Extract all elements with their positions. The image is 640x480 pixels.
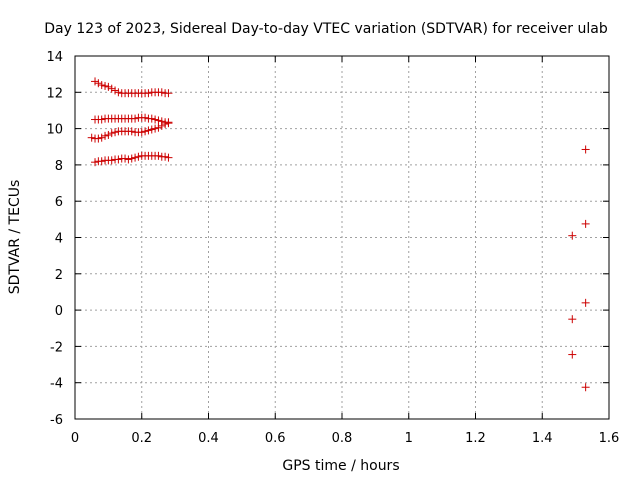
data-point [94,134,103,143]
x-tick-label: 0.8 [332,431,353,446]
data-point [104,130,113,139]
data-point [94,79,103,88]
data-point [568,350,577,359]
data-point [107,129,116,138]
x-tick-label: 0.4 [198,431,219,446]
data-point [161,152,170,161]
x-tick-label: 1.6 [599,431,620,446]
data-point [144,89,153,98]
x-tick-label: 0.6 [265,431,286,446]
data-point [151,124,160,133]
data-point [137,128,146,137]
data-point [581,298,590,307]
y-tick-label: -2 [50,340,63,355]
data-point [97,115,106,124]
data-point [131,114,140,123]
data-point [121,154,130,163]
data-points [87,77,590,392]
data-point [164,89,173,98]
data-point [154,123,163,132]
data-point [147,114,156,123]
data-point [154,151,163,160]
data-point [157,88,166,97]
y-tick-labels: -6 -4 -2 0 2 4 6 8 10 12 14 [46,50,63,428]
data-point [164,153,173,162]
data-point [568,231,577,240]
data-point [134,152,143,161]
data-point [101,81,110,90]
data-point [87,133,96,142]
data-point [97,133,106,142]
chart-title: Day 123 of 2023, Sidereal Day-to-day VTE… [44,21,608,37]
data-point [104,82,113,91]
y-tick-label: -4 [50,377,63,392]
data-point [107,156,116,165]
data-point [127,127,136,136]
data-point [568,315,577,324]
y-tick-label: -6 [50,413,63,428]
data-point [91,77,100,86]
data-point [107,84,116,93]
grid-lines [75,56,609,419]
y-tick-label: 12 [46,86,63,101]
y-tick-label: 0 [55,304,63,319]
data-point [127,154,136,163]
y-tick-label: 10 [46,123,63,138]
data-point [114,155,123,164]
data-point [97,157,106,166]
data-point [157,121,166,130]
data-point [111,86,120,95]
x-tick-label: 1 [405,431,413,446]
y-tick-label: 6 [55,195,63,210]
data-point [111,128,120,137]
data-point [147,125,156,134]
data-point [141,113,150,122]
data-point [581,383,590,392]
x-tick-label: 1.4 [532,431,553,446]
y-axis-label: SDTVAR / TECUs [7,180,23,295]
data-point [124,155,133,164]
y-tick-label: 4 [55,232,63,247]
data-point [161,120,170,129]
data-point [151,115,160,124]
data-point [154,116,163,125]
y-tick-label: 8 [55,159,63,174]
y-tick-label: 2 [55,268,63,283]
x-tick-label: 1.2 [465,431,486,446]
data-point [581,145,590,154]
data-point [144,126,153,135]
x-tick-label: 0 [71,431,79,446]
data-point [114,88,123,97]
x-axis-label: GPS time / hours [282,458,399,474]
data-point [131,153,140,162]
y-tick-label: 14 [46,50,63,65]
data-point [581,219,590,228]
data-point [164,118,173,127]
data-point [101,131,110,140]
x-tick-label: 0.2 [131,431,152,446]
plot-frame [74,55,610,420]
data-point [97,81,106,90]
data-point [141,127,150,136]
data-point [91,158,100,167]
x-tick-labels: 0 0.2 0.4 0.6 0.8 1 1.2 1.4 1.6 [71,431,619,446]
